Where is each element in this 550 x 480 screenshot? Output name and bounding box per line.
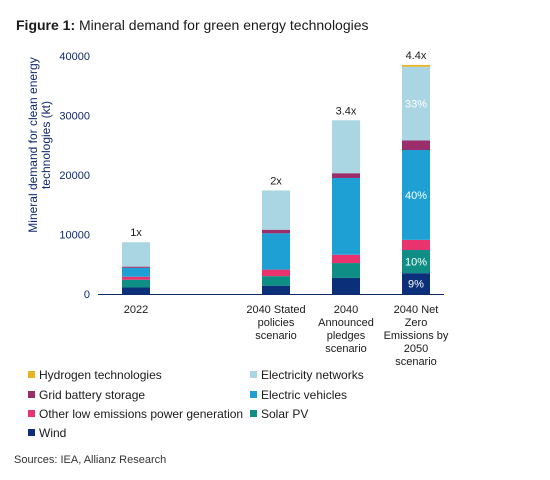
segment-label: 10% bbox=[405, 257, 427, 269]
legend-label-grid-battery: Grid battery storage bbox=[39, 388, 146, 402]
bar-segment-electricity-networks bbox=[262, 190, 290, 230]
x-tick-label: pledges bbox=[327, 330, 366, 342]
bar-segment-electric-vehicles bbox=[262, 233, 290, 270]
legend-label-electricity-networks: Electricity networks bbox=[261, 368, 364, 382]
bar-segment-electric-vehicles bbox=[402, 150, 430, 240]
x-tick-label: 2050 bbox=[404, 343, 428, 355]
bar-segment-electricity-networks bbox=[402, 66, 430, 141]
x-tick-label: Emissions by bbox=[384, 330, 449, 342]
bar-segment-wind bbox=[262, 285, 290, 294]
y-tick-label: 30000 bbox=[59, 111, 90, 123]
legend-swatch-wind bbox=[28, 429, 35, 436]
x-tick-label: 2040 Net bbox=[394, 304, 439, 316]
bar-segment-grid-battery-storage bbox=[262, 229, 290, 234]
bar-segment-solar-pv bbox=[402, 249, 430, 274]
bar-segment-solar-pv bbox=[262, 276, 290, 286]
bar-segment-other-low-emissions-power-generation bbox=[402, 239, 430, 250]
x-tick-label: policies bbox=[258, 317, 295, 329]
legend-swatch-electric-vehicles bbox=[250, 391, 257, 398]
bar-segment-electricity-networks bbox=[122, 242, 150, 267]
bar-segment-wind bbox=[122, 287, 150, 294]
figure-title-text: Mineral demand for green energy technolo… bbox=[79, 17, 369, 33]
x-tick-label: scenario bbox=[255, 330, 297, 342]
multiplier-label: 2x bbox=[270, 175, 282, 187]
legend-label-hydrogen: Hydrogen technologies bbox=[39, 368, 162, 382]
legend-swatch-grid-battery bbox=[28, 391, 35, 398]
x-tick-label: 2040 bbox=[334, 304, 358, 316]
y-tick-label: 20000 bbox=[59, 170, 90, 182]
bar-segment-electric-vehicles bbox=[332, 177, 360, 255]
x-tick-label: Zero bbox=[405, 317, 428, 329]
bar-segment-solar-pv bbox=[332, 263, 360, 278]
y-tick-label: 10000 bbox=[59, 230, 90, 242]
figure-label: Figure 1: bbox=[16, 17, 76, 33]
legend-label-solar-pv: Solar PV bbox=[261, 407, 309, 421]
x-tick-label: scenario bbox=[325, 343, 367, 355]
bar-segment-other-low-emissions-power-generation bbox=[262, 269, 290, 277]
segment-label: 40% bbox=[405, 190, 427, 202]
legend-swatch-hydrogen bbox=[28, 371, 35, 378]
bar-segment-electricity-networks bbox=[332, 120, 360, 174]
multiplier-label: 4.4x bbox=[406, 50, 427, 62]
source-note: Sources: IEA, Allianz Research bbox=[14, 454, 167, 466]
legend-swatch-other-low-emissions bbox=[28, 410, 35, 417]
bar-segment-solar-pv bbox=[122, 279, 150, 288]
legend-swatch-solar-pv bbox=[250, 410, 257, 417]
y-tick-label: 40000 bbox=[59, 51, 90, 63]
legend-label-electric-vehicles: Electric vehicles bbox=[261, 388, 348, 402]
multiplier-label: 3.4x bbox=[336, 105, 357, 117]
legend-label-wind: Wind bbox=[39, 426, 67, 440]
bar-segment-wind bbox=[332, 277, 360, 294]
x-tick-label: Announced bbox=[318, 317, 374, 329]
multiplier-label: 1x bbox=[130, 227, 142, 239]
bar-segment-wind bbox=[402, 273, 430, 294]
bar-segment-other-low-emissions-power-generation bbox=[122, 276, 150, 280]
bar-segment-grid-battery-storage bbox=[332, 173, 360, 178]
x-tick-label: 2022 bbox=[124, 304, 148, 316]
x-tick-label: 2040 Stated bbox=[246, 304, 305, 316]
bar-segment-other-low-emissions-power-generation bbox=[332, 254, 360, 264]
bar-segment-grid-battery-storage bbox=[402, 140, 430, 151]
x-tick-label: scenario bbox=[395, 356, 437, 368]
y-tick-label: 0 bbox=[84, 289, 90, 301]
segment-label: 33% bbox=[405, 99, 427, 111]
bar-segment-electric-vehicles bbox=[122, 267, 150, 277]
legend-label-other-low-emissions: Other low emissions power generation bbox=[39, 407, 244, 421]
segment-label: 9% bbox=[408, 279, 424, 291]
legend-swatch-electricity-networks bbox=[250, 371, 257, 378]
bar-segment-grid-battery-storage bbox=[122, 266, 150, 268]
figure-title: Figure 1: Mineral demand for green energ… bbox=[16, 17, 369, 33]
stacked-bar-chart: 0 10000 20000 30000 40000 9% 10% 40% 33% 1x 2x 3.4x… bbox=[59, 50, 449, 368]
bar-segment-hydrogen-technologies bbox=[402, 64, 430, 67]
